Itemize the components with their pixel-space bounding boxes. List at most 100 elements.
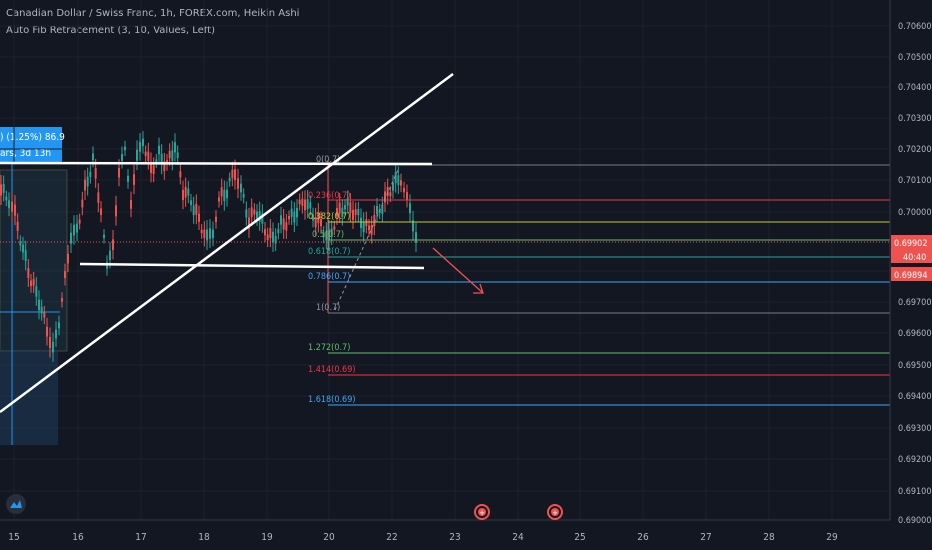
fib-trend-line <box>334 169 399 311</box>
candle <box>285 222 288 231</box>
candle <box>277 229 280 234</box>
candle <box>32 279 35 286</box>
candle <box>86 176 89 187</box>
price-tick: 0.69500 <box>898 361 931 371</box>
time-tick: 17 <box>135 532 146 543</box>
candle <box>192 205 195 216</box>
candle <box>195 203 198 215</box>
candle <box>272 231 274 243</box>
measure-tooltip: ) (1.25%) 86.9 ars, 3d 13h <box>0 127 65 163</box>
candle <box>174 142 176 153</box>
candle <box>58 322 60 329</box>
candle <box>67 253 69 264</box>
chart-grid <box>0 0 890 521</box>
event-marker-1[interactable]: + <box>474 504 490 520</box>
candle <box>409 203 411 214</box>
candle <box>206 229 208 241</box>
candle <box>139 141 141 152</box>
candle <box>306 199 309 210</box>
candle <box>24 250 27 261</box>
measure-box[interactable] <box>0 169 68 352</box>
price-label-current-text: 0.69902 <box>894 239 927 249</box>
candle <box>152 165 155 174</box>
candle <box>384 191 386 203</box>
fib-label-1: 1(0.7) <box>316 303 340 313</box>
candle <box>150 161 152 173</box>
fib-retracement[interactable] <box>327 160 890 406</box>
time-tick: 28 <box>763 532 775 543</box>
time-tick: 20 <box>323 532 335 543</box>
candle <box>376 206 378 215</box>
time-tick: 16 <box>72 532 84 543</box>
fib-label-0236: 0.236(0.7) <box>308 191 350 201</box>
candle <box>27 268 30 279</box>
candle <box>124 146 126 151</box>
support-line[interactable] <box>79 262 425 270</box>
time-axis[interactable]: 15 16 17 18 19 20 22 23 24 25 26 27 28 29 <box>8 532 838 543</box>
price-tick: 0.70000 <box>898 208 931 218</box>
indicator-legend[interactable]: Auto Fib Retracement (3, 10, Values, Lef… <box>6 25 215 36</box>
candle <box>301 198 304 206</box>
candle <box>130 200 132 209</box>
tradingview-logo-icon[interactable] <box>6 494 26 514</box>
candle <box>403 188 405 193</box>
candle <box>78 219 81 224</box>
candle <box>118 168 120 178</box>
price-tick: 0.69200 <box>898 455 931 465</box>
candle <box>2 183 5 193</box>
candle <box>282 218 285 230</box>
measure-tooltip-line-2: ars, 3d 13h <box>0 148 52 159</box>
candle <box>264 229 266 236</box>
candle <box>346 198 349 206</box>
time-tick: 19 <box>261 532 273 543</box>
candle <box>304 199 306 211</box>
forecast-arrow[interactable] <box>432 247 484 294</box>
candle <box>43 312 46 318</box>
ascending-trendline[interactable] <box>0 72 454 414</box>
event-marker-2[interactable]: + <box>547 504 563 520</box>
candle <box>73 224 75 236</box>
candle <box>242 194 245 198</box>
price-tick: 0.69100 <box>898 487 931 497</box>
candle <box>269 228 272 239</box>
candle <box>147 151 150 161</box>
candle <box>127 175 129 182</box>
candle <box>309 202 312 209</box>
candle <box>240 183 242 193</box>
price-tick: 0.70200 <box>898 145 931 155</box>
candle <box>115 205 117 217</box>
candle <box>280 215 282 225</box>
candle <box>46 326 48 337</box>
resistance-line[interactable] <box>0 161 433 166</box>
candle <box>8 200 10 209</box>
candle <box>333 226 336 230</box>
price-tick: 0.69000 <box>898 516 931 526</box>
candle <box>400 180 402 186</box>
candle <box>209 228 211 239</box>
candle <box>220 187 223 197</box>
candle <box>203 229 206 239</box>
measure-box-lower <box>0 350 58 445</box>
candle <box>16 221 19 231</box>
candle <box>360 217 362 229</box>
candle <box>370 225 373 235</box>
price-label-current <box>891 235 932 249</box>
candle <box>341 207 344 217</box>
candle <box>144 151 147 157</box>
candle <box>218 197 220 202</box>
candle <box>52 341 54 353</box>
candle <box>231 169 234 179</box>
price-tick: 0.70100 <box>898 176 931 186</box>
price-tick: 0.69600 <box>898 329 931 339</box>
candle <box>266 234 269 241</box>
candle <box>228 178 231 182</box>
candle <box>40 306 43 314</box>
candle <box>5 196 8 201</box>
candle <box>49 337 51 348</box>
candle <box>320 219 322 227</box>
measure-tooltip-line-1: ) (1.25%) 86.9 <box>0 132 65 143</box>
candle <box>392 183 394 191</box>
time-tick: 15 <box>8 532 19 543</box>
fib-label-0786: 0.786(0.7) <box>308 272 350 282</box>
